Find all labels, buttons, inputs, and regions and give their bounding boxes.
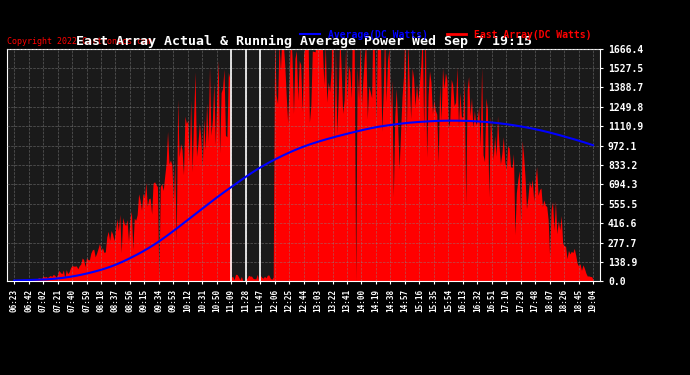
Text: Copyright 2022 Cartronics.com: Copyright 2022 Cartronics.com [7,38,152,46]
Legend: Average(DC Watts), East Array(DC Watts): Average(DC Watts), East Array(DC Watts) [297,26,595,44]
Title: East Array Actual & Running Average Power Wed Sep 7 19:15: East Array Actual & Running Average Powe… [76,34,531,48]
